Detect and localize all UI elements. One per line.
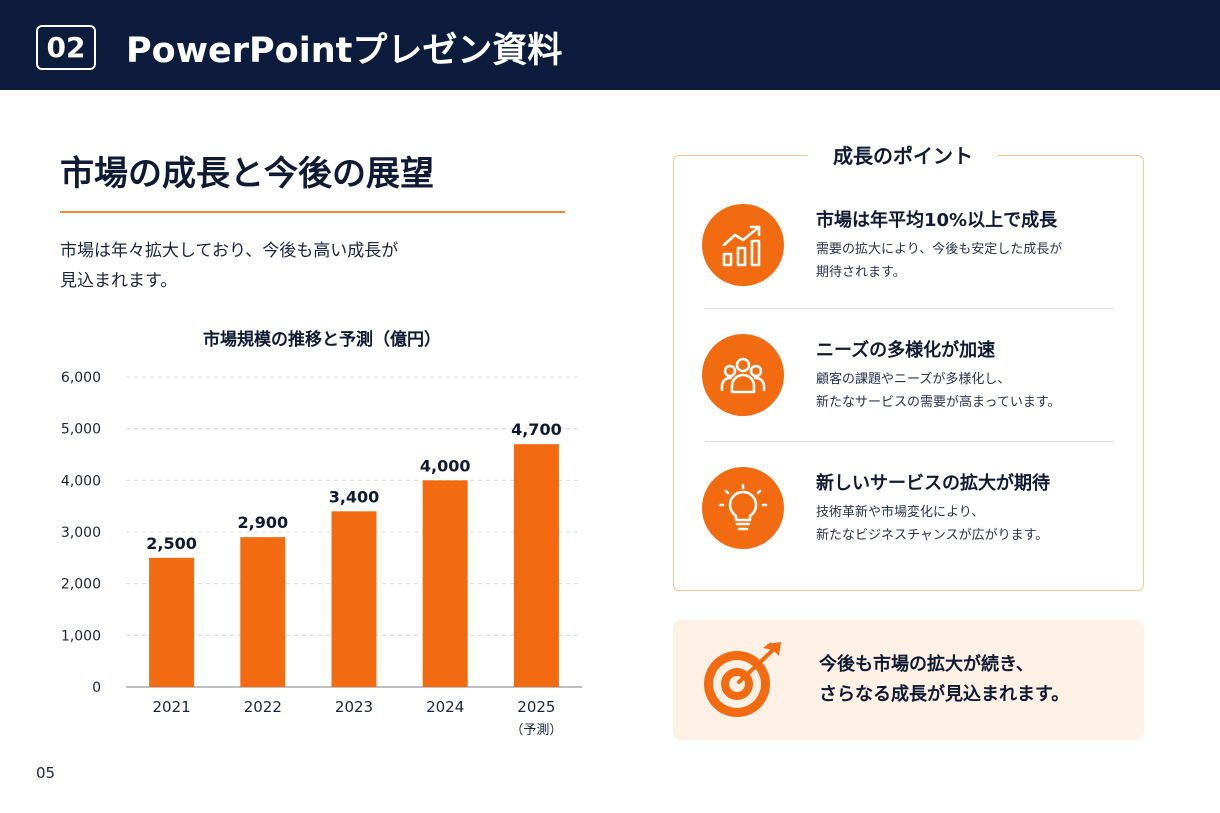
lead-text: 市場は年々拡大しており、今後も高い成長が 見込まれます。 — [60, 236, 480, 296]
data-label: 4,700 — [511, 420, 562, 439]
slide-title: 市場の成長と今後の展望 — [60, 154, 434, 194]
growth-point-1-desc-line-1: 需要の拡大により、今後も安定した成長が — [816, 242, 1063, 257]
growth-point-2-description: 顧客の課題やニーズが多様化し、 新たなサービスの需要が高まっています。 — [816, 368, 1061, 414]
growth-point-2-desc-line-2: 新たなサービスの需要が高まっています。 — [816, 395, 1061, 410]
x-tick-label: 2022 — [244, 698, 282, 716]
y-tick-label: 3,000 — [61, 525, 101, 541]
growth-point-3: 新しいサービスの拡大が期待 技術革新や市場変化により、 新たなビジネスチャンスが… — [702, 467, 1122, 557]
y-tick-label: 2,000 — [61, 577, 101, 593]
data-label: 2,500 — [146, 534, 197, 553]
title-underline — [60, 211, 565, 213]
growth-point-2: ニーズの多様化が加速 顧客の課題やニーズが多様化し、 新たなサービスの需要が高ま… — [702, 334, 1122, 424]
x-tick-sublabel: （予測） — [510, 723, 562, 738]
data-label: 4,000 — [420, 456, 471, 475]
lead-line-2: 見込まれます。 — [60, 271, 178, 291]
bar — [149, 557, 195, 687]
conclusion-line-2: さらなる成長が見込まれます。 — [819, 684, 1070, 705]
lead-line-1: 市場は年々拡大しており、今後も高い成長が — [60, 241, 399, 261]
growth-points-heading: 成長のポイント — [808, 140, 998, 169]
growth-chart-icon — [702, 204, 784, 286]
points-divider-2 — [705, 441, 1114, 442]
section-number-badge: 02 — [36, 25, 96, 70]
growth-point-3-title: 新しいサービスの拡大が期待 — [816, 473, 1050, 494]
y-tick-label: 1,000 — [61, 628, 101, 644]
lightbulb-icon — [702, 467, 784, 549]
chart-title: 市場規模の推移と予測（億円） — [203, 329, 441, 350]
data-label: 3,400 — [329, 487, 380, 506]
x-tick-label: 2025 — [517, 698, 555, 716]
market-size-bar-chart: 市場規模の推移と予測（億円） 0 1,000 2,000 3,000 4,000 5,000… — [61, 329, 582, 738]
data-label: 2,900 — [237, 513, 288, 532]
x-tick-label: 2021 — [153, 698, 191, 716]
conclusion-line-1: 今後も市場の拡大が続き、 — [819, 654, 1034, 675]
page-number: 05 — [36, 764, 56, 782]
bar — [240, 537, 286, 687]
people-group-icon — [702, 334, 784, 416]
bar — [331, 511, 377, 687]
x-tick-label: 2024 — [426, 698, 464, 716]
y-tick-label: 0 — [92, 680, 101, 696]
growth-point-1-desc-line-2: 期待されます。 — [816, 265, 906, 280]
points-divider-1 — [705, 308, 1114, 309]
growth-point-1-title: 市場は年平均10%以上で成長 — [816, 210, 1058, 231]
y-tick-label: 6,000 — [61, 370, 101, 386]
growth-point-3-desc-line-1: 技術革新や市場変化により、 — [816, 505, 985, 520]
bar — [422, 480, 468, 687]
growth-point-1: 市場は年平均10%以上で成長 需要の拡大により、今後も安定した成長が 期待されま… — [702, 204, 1122, 294]
growth-point-3-desc-line-2: 新たなビジネスチャンスが広がります。 — [816, 528, 1049, 543]
y-tick-label: 5,000 — [61, 422, 101, 438]
growth-point-2-title: ニーズの多様化が加速 — [816, 340, 996, 361]
growth-point-3-description: 技術革新や市場変化により、 新たなビジネスチャンスが広がります。 — [816, 501, 1048, 547]
growth-point-1-description: 需要の拡大により、今後も安定した成長が 期待されます。 — [816, 238, 1062, 284]
bar — [513, 444, 559, 687]
conclusion-text: 今後も市場の拡大が続き、 さらなる成長が見込まれます。 — [819, 650, 1069, 710]
y-tick-label: 4,000 — [61, 473, 101, 489]
conclusion-banner: 今後も市場の拡大が続き、 さらなる成長が見込まれます。 — [673, 620, 1144, 740]
slide-header: 02 PowerPointプレゼン資料 — [0, 0, 1220, 90]
target-arrow-icon — [701, 642, 783, 724]
header-title: PowerPointプレゼン資料 — [126, 31, 563, 71]
x-tick-label: 2023 — [335, 698, 373, 716]
growth-point-2-desc-line-1: 顧客の課題やニーズが多様化し、 — [816, 372, 1011, 387]
